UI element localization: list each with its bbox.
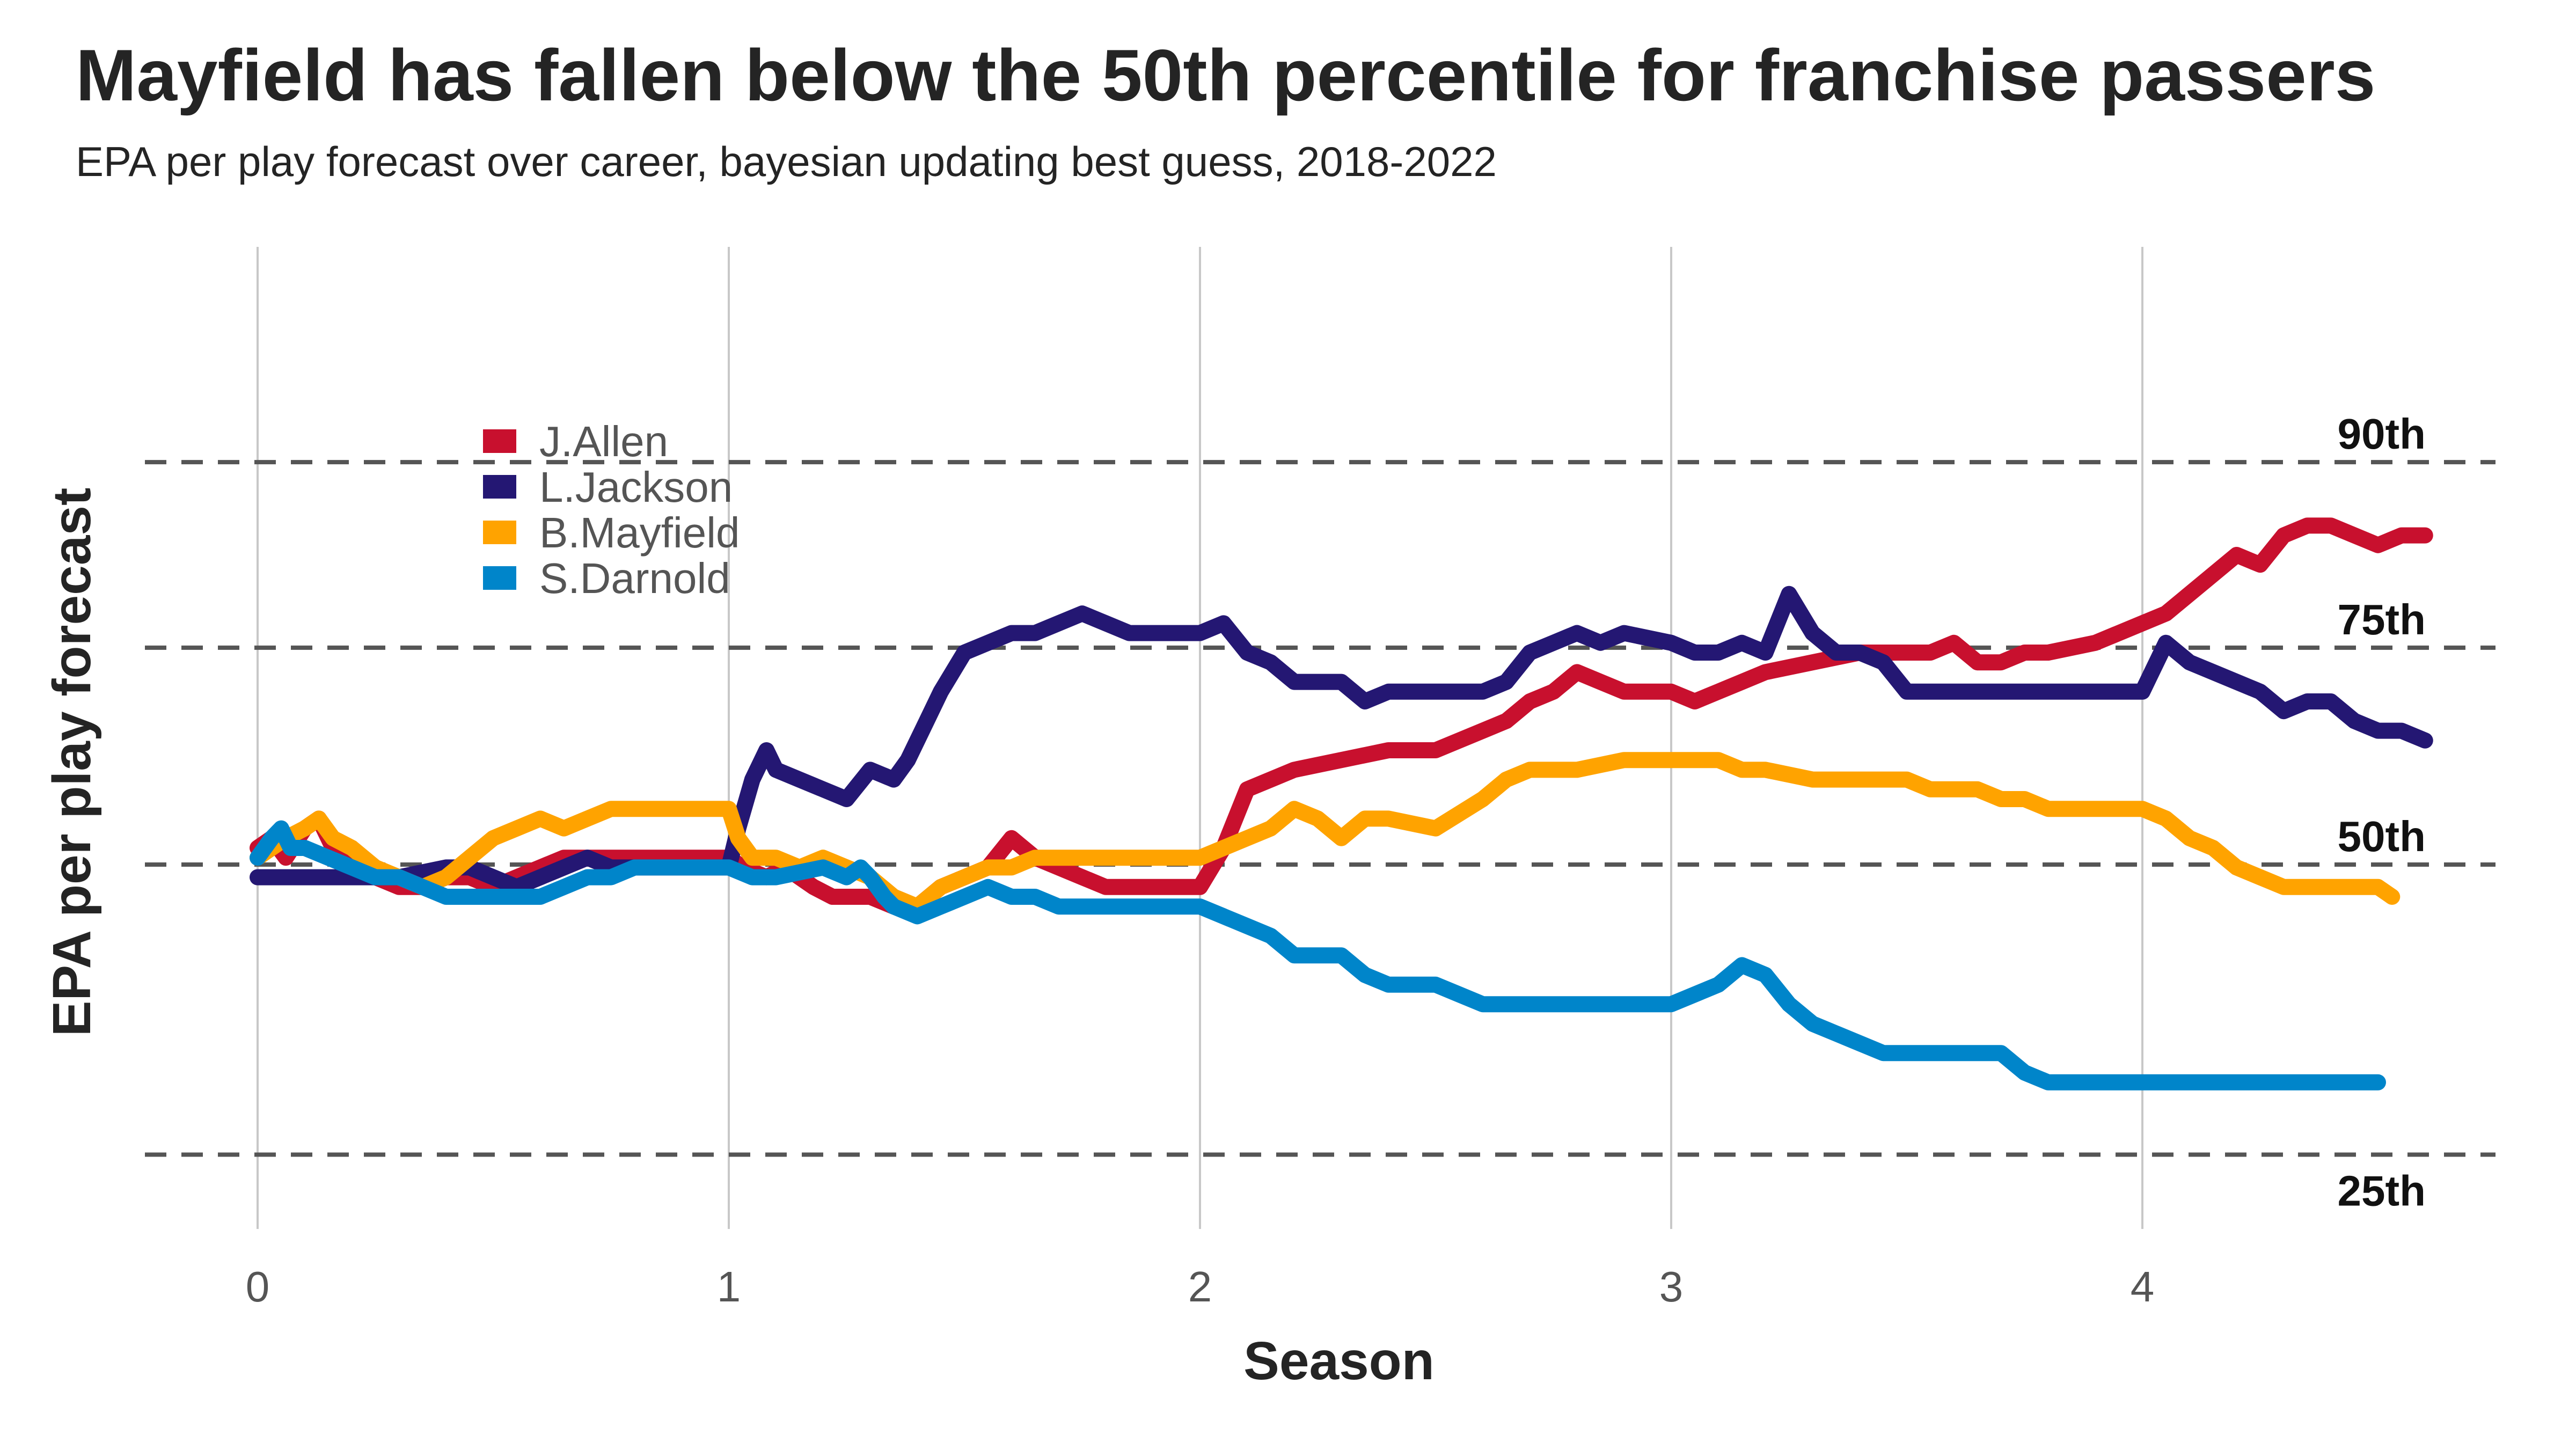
legend-swatch	[483, 566, 516, 590]
series-lines	[250, 517, 2433, 1091]
legend-label[interactable]: L.Jackson	[539, 463, 733, 511]
percentile-reference-lines: 90th 75th 50th 25th	[145, 410, 2496, 1214]
legend-label[interactable]: B.Mayfield	[539, 509, 740, 557]
x-tick-label: 3	[1659, 1263, 1684, 1311]
y-axis-label: EPA per play forecast	[42, 488, 102, 1037]
x-axis-ticks: 0 1 2 3 4	[246, 1263, 2155, 1311]
x-tick-label: 1	[717, 1263, 741, 1311]
legend-swatch	[483, 429, 516, 453]
legend-swatch	[483, 475, 516, 499]
chart-title: Mayfield has fallen below the 50th perce…	[76, 34, 2376, 116]
legend-label[interactable]: S.Darnold	[539, 554, 730, 602]
series-line-s-darnold	[250, 820, 2386, 1091]
reference-label-25th: 25th	[2338, 1167, 2426, 1214]
series-line-b-mayfield	[250, 752, 2401, 915]
reference-label-75th: 75th	[2338, 596, 2426, 643]
legend-swatch	[483, 521, 516, 544]
series-line-j-allen	[250, 517, 2433, 915]
x-tick-label: 4	[2131, 1263, 2155, 1311]
reference-label-50th: 50th	[2338, 813, 2426, 860]
reference-label-90th: 90th	[2338, 410, 2426, 458]
x-tick-label: 2	[1188, 1263, 1212, 1311]
x-axis-label: Season	[1243, 1331, 1435, 1391]
chart-subtitle: EPA per play forecast over career, bayes…	[76, 138, 1497, 185]
x-tick-label: 0	[246, 1263, 270, 1311]
legend-label[interactable]: J.Allen	[539, 418, 668, 465]
gridlines	[257, 247, 2143, 1229]
